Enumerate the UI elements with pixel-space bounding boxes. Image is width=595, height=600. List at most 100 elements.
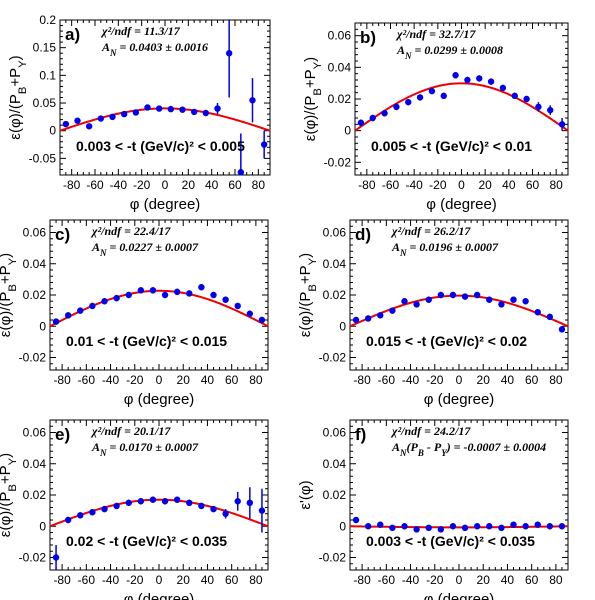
data-point xyxy=(413,526,420,533)
x-axis-title: φ (degree) xyxy=(130,196,201,213)
data-point xyxy=(511,92,518,100)
data-point xyxy=(109,113,116,121)
x-tick-label: 60 xyxy=(225,373,239,387)
data-point xyxy=(440,92,447,100)
data-point xyxy=(234,498,241,505)
y-tick-label: 0.02 xyxy=(23,288,47,302)
x-tick-label: 40 xyxy=(501,573,515,587)
data-point xyxy=(125,499,132,507)
data-point xyxy=(534,521,541,528)
data-point xyxy=(161,291,169,299)
data-point xyxy=(202,109,210,117)
data-point xyxy=(405,98,412,106)
an-text: AN(PB - PY) = -0.0007 ± 0.0004 xyxy=(391,440,546,458)
data-point xyxy=(222,296,229,303)
y-tick-label: 0.04 xyxy=(323,457,347,471)
data-point xyxy=(364,315,372,322)
y-tick-label: 0.04 xyxy=(328,60,352,74)
panel-label: f) xyxy=(355,425,366,444)
an-text: AN = 0.0227 ± 0.0007 xyxy=(91,240,199,258)
x-tick-label: 20 xyxy=(477,573,491,587)
y-tick-label: 0.06 xyxy=(323,426,347,440)
data-point xyxy=(437,291,445,299)
x-tick-label: 20 xyxy=(177,373,191,387)
x-tick-label: -20 xyxy=(126,373,144,387)
t-range-label: 0.003 < -t (GeV/c)² < 0.005 xyxy=(76,138,245,154)
data-point xyxy=(413,301,420,308)
data-point xyxy=(77,512,84,519)
data-point xyxy=(546,523,554,530)
y-tick-label: -0.05 xyxy=(29,151,57,165)
x-tick-label: -40 xyxy=(102,573,120,587)
data-point xyxy=(498,524,505,532)
fit-curve xyxy=(59,107,271,132)
y-axis-title: ε'(φ) xyxy=(297,480,314,509)
x-tick-label: 0 xyxy=(456,573,463,587)
data-point xyxy=(74,117,81,124)
data-point xyxy=(258,507,266,514)
x-tick-label: -80 xyxy=(53,373,71,387)
data-point xyxy=(125,291,132,299)
x-tick-label: -40 xyxy=(402,373,420,387)
y-tick-label: 0 xyxy=(344,124,351,138)
data-point xyxy=(449,523,457,530)
y-axis-title: ε(φ)/(PB+PY) xyxy=(297,253,319,337)
y-tick-label: 0.02 xyxy=(23,488,47,502)
x-tick-label: 60 xyxy=(225,573,239,587)
y-tick-label: 0.15 xyxy=(33,41,57,55)
data-point xyxy=(401,298,408,305)
data-point xyxy=(461,293,469,300)
data-point xyxy=(237,169,245,176)
panel-c: -80 -60 -40 -20 0 20 40 60 80 -0.02 0 0.02 0.04 0.06 c… xyxy=(0,219,269,408)
x-tick-label: -80 xyxy=(353,573,371,587)
x-axis-title: φ (degree) xyxy=(124,591,195,600)
data-point xyxy=(393,103,400,111)
an-text: AN = 0.0170 ± 0.0007 xyxy=(91,440,199,458)
data-point xyxy=(210,505,217,513)
panel-label: b) xyxy=(360,28,376,47)
data-point xyxy=(464,76,471,84)
data-point xyxy=(357,119,365,126)
x-tick-label: -80 xyxy=(353,373,371,387)
fit-curve xyxy=(49,498,269,528)
x-tick-label: -40 xyxy=(402,573,420,587)
y-tick-label: 0.02 xyxy=(328,92,352,106)
y-tick-label: -0.02 xyxy=(324,155,352,169)
data-point xyxy=(534,308,541,316)
data-point xyxy=(547,106,554,114)
x-tick-label: 80 xyxy=(249,373,263,387)
data-point xyxy=(179,106,186,113)
data-point xyxy=(173,496,181,503)
an-text: AN = 0.0299 ± 0.0008 xyxy=(396,43,503,61)
data-point xyxy=(89,302,96,310)
data-point xyxy=(381,110,388,117)
x-tick-label: 60 xyxy=(228,178,242,192)
x-tick-label: 60 xyxy=(525,573,539,587)
t-range-label: 0.01 < -t (GeV/c)² < 0.015 xyxy=(66,333,227,349)
t-range-label: 0.005 < -t (GeV/c)² < 0.01 xyxy=(371,138,532,154)
data-point xyxy=(186,499,193,507)
t-range-label: 0.02 < -t (GeV/c)² < 0.035 xyxy=(66,533,227,549)
data-point xyxy=(198,283,205,291)
data-point xyxy=(352,516,360,524)
data-point xyxy=(452,72,459,79)
data-point xyxy=(190,108,198,116)
x-tick-label: 0 xyxy=(156,573,163,587)
data-point xyxy=(173,288,181,296)
y-tick-label: 0 xyxy=(339,319,346,333)
data-point xyxy=(113,294,120,302)
data-point xyxy=(234,302,241,310)
data-point xyxy=(186,290,193,297)
x-tick-label: -60 xyxy=(378,373,396,387)
data-point xyxy=(132,109,140,116)
y-tick-label: 0.06 xyxy=(23,226,47,240)
data-point xyxy=(416,94,424,101)
x-tick-label: 40 xyxy=(205,178,219,192)
chi2-text: χ²/ndf = 32.7/17 xyxy=(395,27,476,41)
y-tick-label: 0.06 xyxy=(23,426,47,440)
data-point xyxy=(210,291,217,299)
x-tick-label: 0 xyxy=(458,178,465,192)
y-tick-label: 0.04 xyxy=(23,257,47,271)
data-point xyxy=(113,502,120,510)
data-point xyxy=(137,287,145,294)
